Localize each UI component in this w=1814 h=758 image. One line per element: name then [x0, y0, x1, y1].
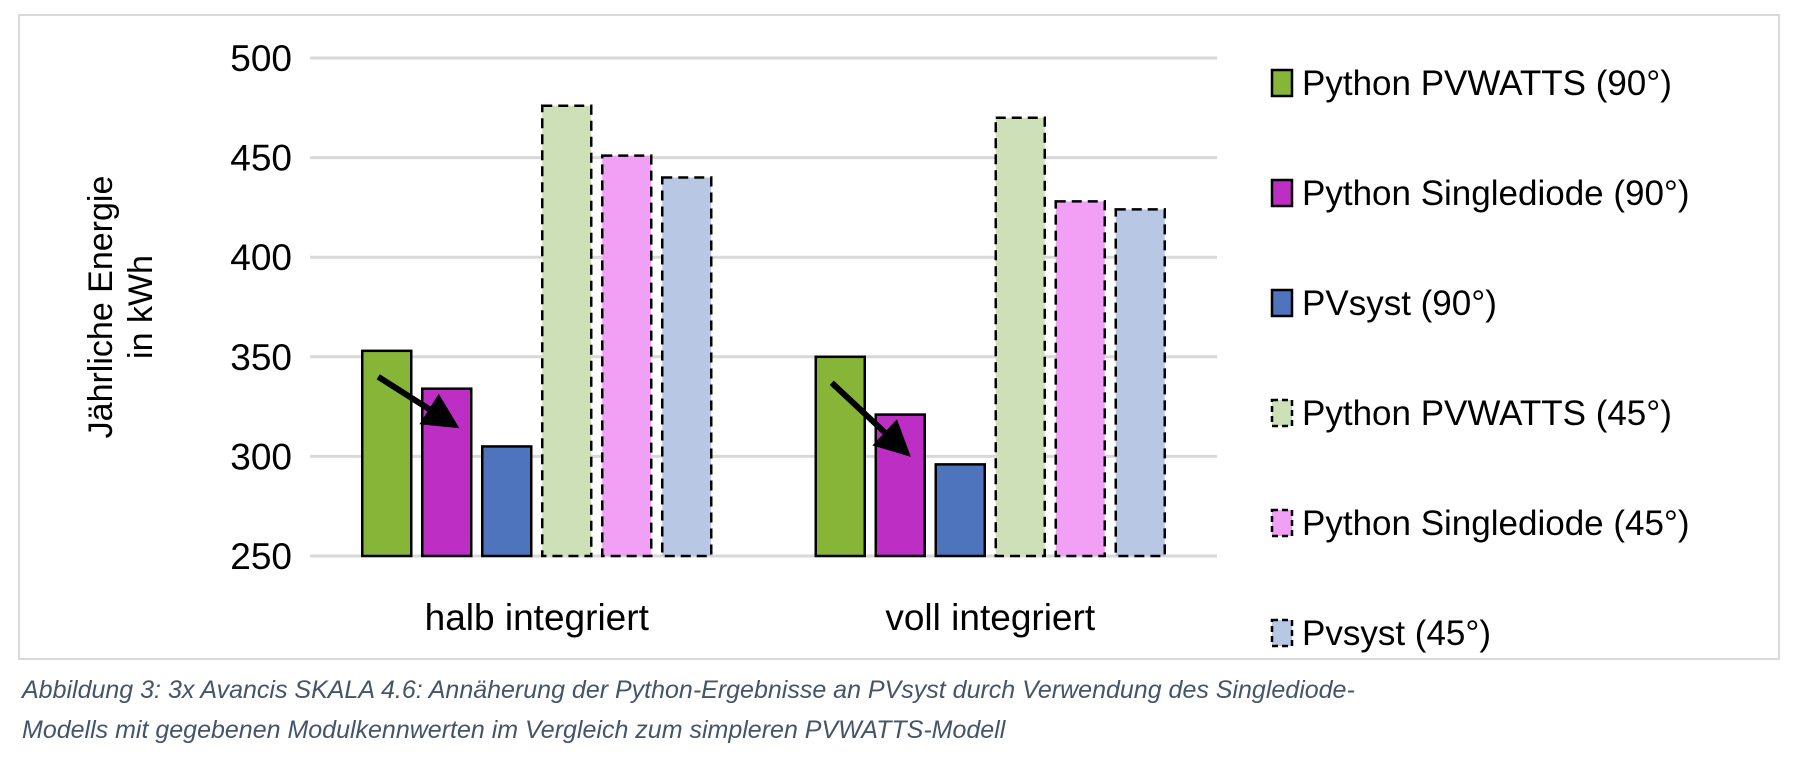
bar [661, 176, 713, 558]
chart-frame [18, 14, 1780, 660]
legend-label: Pvsyst (45°) [1302, 614, 1491, 653]
y-tick-label: 400 [230, 237, 292, 278]
bar [994, 116, 1046, 558]
y-axis-label: Jährliche Energiein kWh [82, 176, 160, 439]
bar [481, 445, 533, 558]
y-tick-label: 500 [230, 38, 292, 79]
legend-label: Python Singlediode (90°) [1302, 174, 1690, 213]
legend-label: Python PVWATTS (90°) [1302, 64, 1672, 103]
bar [421, 387, 473, 558]
legend-swatch [1270, 398, 1294, 428]
legend-label: PVsyst (90°) [1302, 284, 1497, 323]
y-tick-label: 350 [230, 337, 292, 378]
bar [1114, 208, 1166, 558]
x-category-label: halb integriert [425, 597, 650, 638]
bar-chart: 250 300 350 400 450 500 Jährliche Energiein kW… [82, 38, 1690, 653]
legend-swatch [1270, 288, 1294, 318]
figure-caption-line-2: Modells mit gegebenen Modulkennwerten im… [22, 716, 1006, 744]
x-category-label: voll integriert [885, 597, 1095, 638]
y-tick-label: 250 [230, 536, 292, 577]
legend-swatch [1270, 68, 1294, 98]
trend-arrow [376, 374, 460, 429]
legend-swatch [1270, 508, 1294, 538]
bar [874, 413, 926, 558]
y-tick-label: 450 [230, 138, 292, 179]
y-tick-label: 300 [230, 436, 292, 477]
figure-caption-line-1: Abbildung 3: 3x Avancis SKALA 4.6: Annäh… [22, 676, 1355, 704]
bar [1054, 200, 1106, 558]
bar [541, 104, 593, 558]
bar [601, 154, 653, 558]
bar [934, 463, 986, 558]
legend-label: Python Singlediode (45°) [1302, 504, 1690, 543]
legend-swatch [1270, 618, 1294, 648]
legend-swatch [1270, 178, 1294, 208]
legend-label: Python PVWATTS (45°) [1302, 394, 1672, 433]
trend-arrow [829, 380, 911, 457]
